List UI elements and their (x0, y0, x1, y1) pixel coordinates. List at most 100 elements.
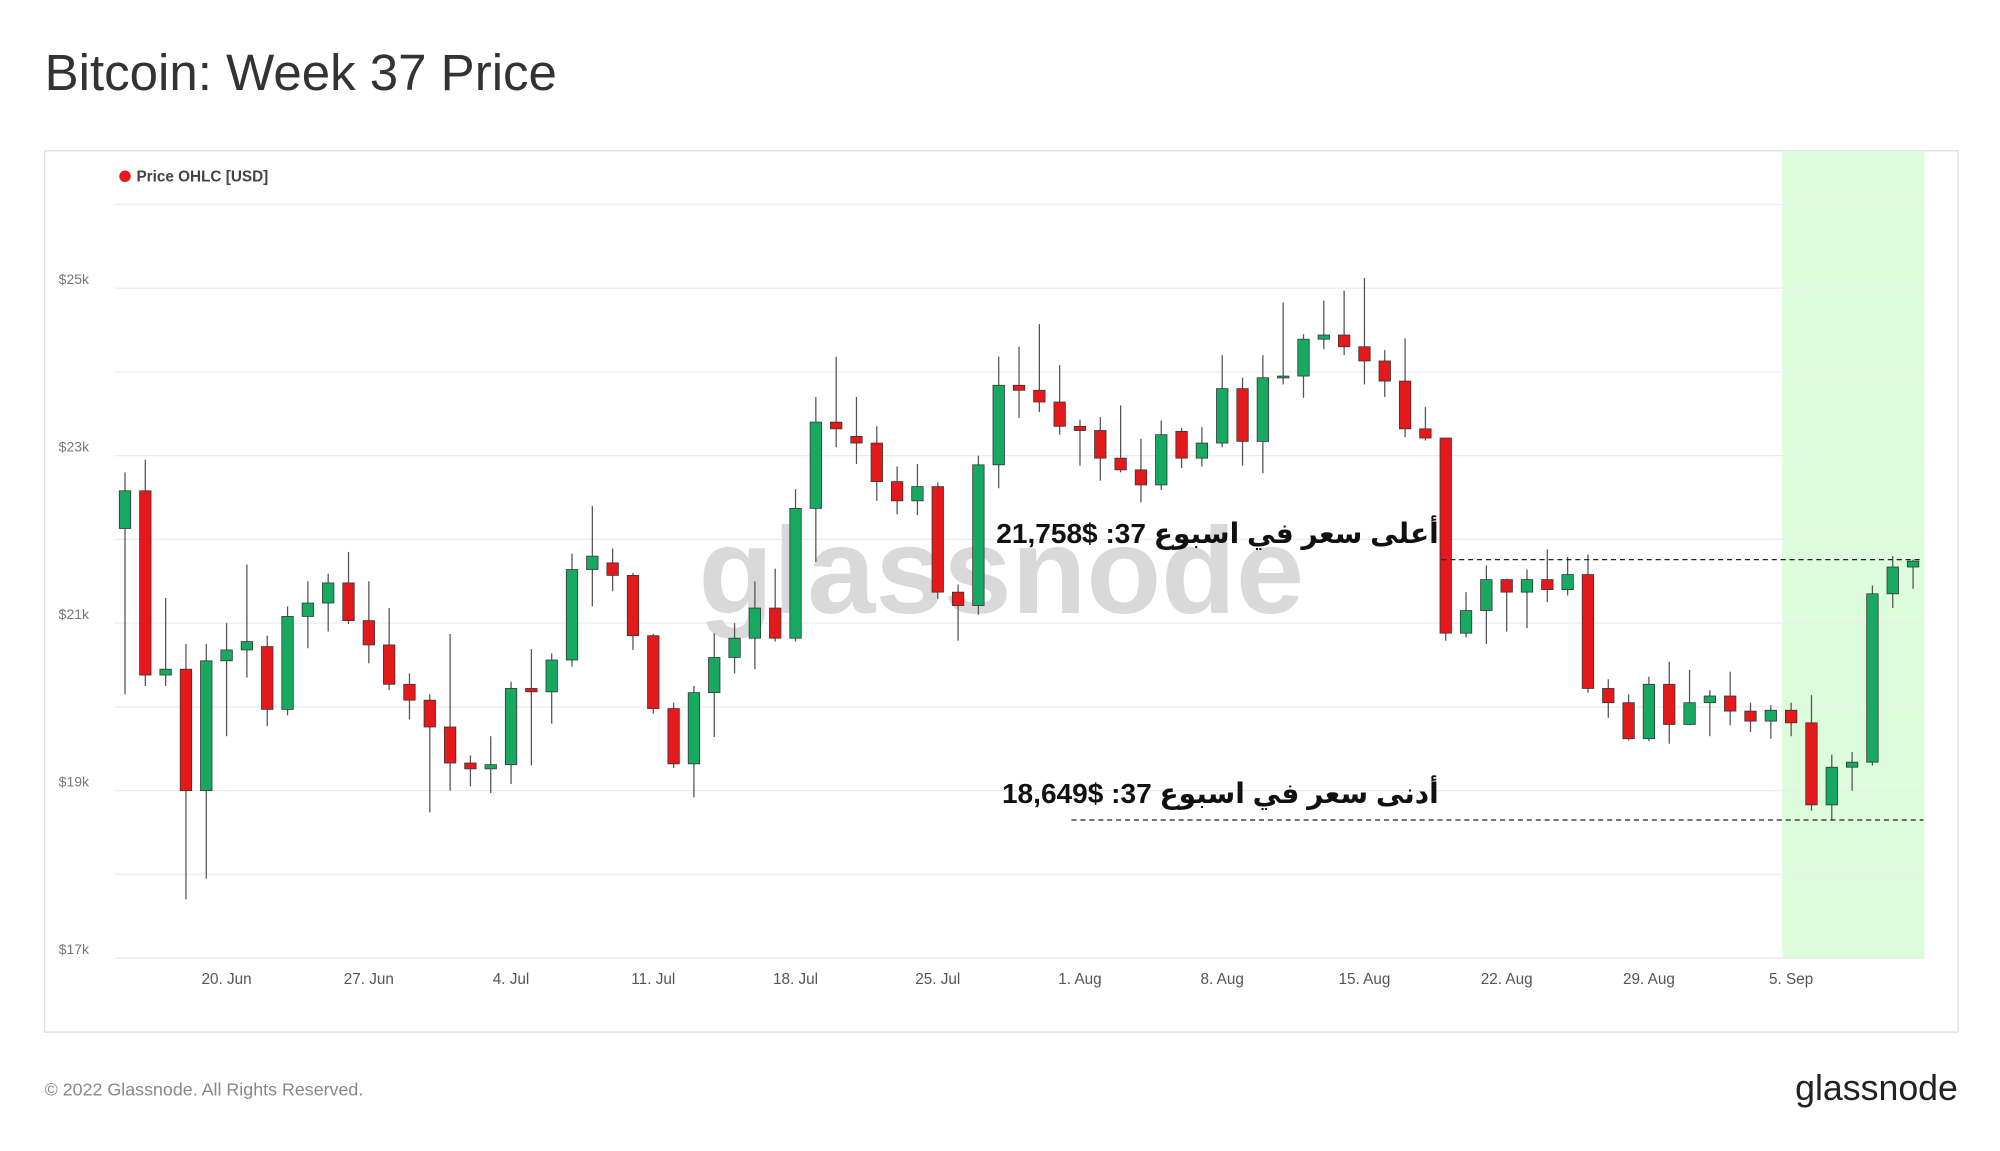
candle-body (240, 641, 254, 651)
x-tick-label: 5. Sep (1769, 971, 1813, 988)
candle-body (972, 464, 985, 606)
annotation-label: أعلى سعر في اسبوع 37: $21,758 (996, 515, 1439, 550)
y-tick-label: $25k (59, 271, 90, 287)
candle-body (1866, 593, 1879, 763)
candle-body (1175, 430, 1188, 459)
candle-body (1744, 710, 1757, 722)
candle-body (890, 481, 904, 502)
candle-body (383, 644, 396, 685)
candle-body (911, 486, 924, 502)
legend-label: Price OHLC [USD] (136, 169, 268, 186)
candle-body (1439, 437, 1452, 634)
candle-body (1541, 579, 1554, 591)
candle-body (443, 726, 457, 764)
candle-body (789, 508, 802, 639)
candle-body (1398, 380, 1412, 430)
candle-body (1561, 574, 1574, 591)
candle-body (1520, 579, 1534, 593)
candle-body (1297, 338, 1310, 377)
candle-body (1602, 688, 1615, 704)
candle-body (1764, 709, 1777, 722)
candle-body (1581, 574, 1595, 689)
candle-body (565, 569, 579, 661)
chart-title: Bitcoin: Week 37 Price (45, 44, 557, 101)
candle-body (951, 591, 965, 606)
candle-body (1845, 761, 1859, 768)
candle-body (769, 607, 782, 639)
candle-body (1805, 722, 1818, 806)
candle-body (1459, 610, 1473, 634)
y-tick-label: $19k (59, 774, 90, 790)
candle-body (667, 708, 680, 765)
candle-body (1114, 457, 1127, 471)
annotation-label: أدنى سعر في اسبوع 37: $18,649 (1002, 775, 1439, 810)
candle-body (1683, 702, 1696, 725)
candle-body (464, 762, 477, 770)
grid-layer: $17k $19k $21k $23k $25k 20. Jun 27. Jun 4. Jul… (59, 203, 1924, 988)
candle-body (1256, 377, 1269, 442)
highlight-band (1782, 150, 1925, 959)
logo: glassnode (1795, 1068, 1958, 1108)
candle-body (159, 668, 172, 676)
x-tick-label: 20. Jun (202, 971, 252, 988)
band-layer (1782, 150, 1925, 959)
candle-body (281, 616, 294, 710)
candle-body (1358, 346, 1371, 362)
candle-body (1134, 469, 1148, 486)
x-tick-label: 25. Jul (915, 971, 960, 988)
candle-body (1236, 388, 1249, 442)
x-tick-label: 4. Jul (493, 971, 530, 988)
candle-body (1622, 702, 1635, 740)
x-tick-label: 27. Jun (344, 971, 394, 988)
candle-body (647, 635, 660, 709)
candle-body (1500, 579, 1513, 593)
candle-body (1317, 334, 1330, 340)
mark-layer: أعلى سعر في اسبوع 37: $21,758 أدنى سعر في… (118, 278, 1924, 900)
candle-body (1886, 566, 1899, 595)
candle-body (403, 683, 416, 701)
candle-body (322, 582, 335, 604)
candle-body (1073, 425, 1087, 431)
candle-body (1480, 579, 1493, 611)
candle-body (220, 649, 233, 662)
candle-body (139, 490, 152, 676)
candle-body (1906, 560, 1920, 568)
candle-body (1012, 384, 1026, 391)
y-tick-label: $17k (59, 941, 90, 957)
candle-body (484, 764, 497, 770)
candle-body (931, 486, 944, 593)
candle-body (1053, 401, 1066, 427)
candle-body (626, 575, 640, 637)
candle-body (748, 607, 762, 639)
candle-body (1338, 334, 1351, 348)
footer: © 2022 Glassnode. All Rights Reserved. (45, 1080, 364, 1100)
candle-body (261, 646, 274, 710)
candle-body (1277, 375, 1290, 379)
candle-body (525, 688, 538, 693)
y-tick-label: $21k (59, 606, 90, 622)
candle-body (1663, 683, 1676, 725)
candle-body (1419, 428, 1432, 439)
candle-body (179, 668, 193, 792)
candle-body (708, 657, 721, 694)
candle-body (1378, 360, 1391, 382)
chart-frame (44, 150, 1959, 1033)
candle-body (1195, 442, 1209, 459)
candle-body (200, 660, 213, 792)
candle-body (1216, 388, 1229, 444)
candle-body (1155, 434, 1168, 486)
x-tick-label: 8. Aug (1201, 971, 1244, 988)
candle-body (606, 562, 619, 576)
candle-body (586, 555, 599, 570)
x-tick-label: 1. Aug (1058, 971, 1101, 988)
candle-body (1724, 695, 1737, 712)
candle-body (850, 435, 863, 444)
candle-body (301, 602, 314, 617)
y-tick-label: $23k (59, 439, 90, 455)
candle-body (1033, 389, 1046, 403)
candle-body (687, 692, 701, 765)
candle-body (423, 699, 436, 728)
x-tick-label: 22. Aug (1481, 971, 1533, 988)
